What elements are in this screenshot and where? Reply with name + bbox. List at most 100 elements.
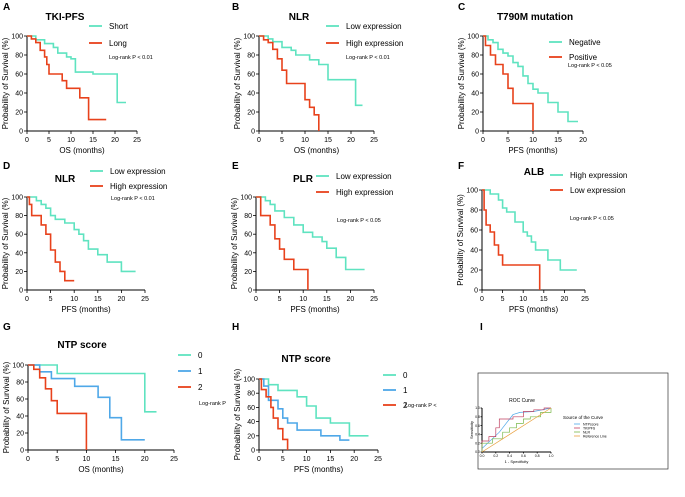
- panel-e-legend-label: Low expression: [336, 172, 392, 181]
- panel-h-y-tick-label: 40: [247, 419, 255, 426]
- panel-i-legend-label: NTPscore: [583, 422, 599, 426]
- panel-g-annotation: Log-rank P: [199, 401, 226, 407]
- panel-d-legend-label: High expression: [110, 182, 167, 191]
- panel-i-title: ROC Curve: [509, 398, 535, 404]
- panel-g-legend-label: 2: [198, 383, 203, 392]
- panel-g-y-label: Probability of Survival (%): [2, 361, 11, 453]
- panel-h-y-tick-label: 60: [247, 405, 255, 412]
- panel-h-series-2-line: [259, 378, 350, 441]
- panel-h-y-tick-label: 80: [247, 391, 255, 398]
- panel-a-x-tick-label: 5: [47, 137, 51, 144]
- panel-i-y-tick-label: 0.2: [475, 441, 480, 445]
- panel-b-x-tick-label: 0: [257, 137, 261, 144]
- panel-e-x-label: PFS (months): [290, 305, 340, 314]
- panel-f-y-tick-label: 100: [466, 188, 478, 195]
- panel-i-y-tick-label: 1.0: [475, 406, 480, 410]
- panel-i-y-tick-label: 0.6: [475, 424, 480, 428]
- panel-a-y-tick-label: 100: [11, 34, 23, 41]
- panel-f-annotation: Log-rank P < 0.05: [570, 216, 614, 222]
- panel-h-y-label: Probability of Survival (%): [233, 368, 242, 460]
- panel-b-y-label: Probability of Survival (%): [233, 37, 242, 129]
- panel-d-x-tick-label: 20: [118, 296, 126, 303]
- panel-f-y-label: Probability of Survival (%): [456, 194, 465, 286]
- panel-a-x-label: OS (months): [59, 146, 105, 155]
- panel-b-x-tick-label: 25: [370, 137, 378, 144]
- panel-f-x-tick-label: 20: [561, 296, 569, 303]
- panel-f-series-1-line: [482, 189, 577, 271]
- panel-g-legend-label: 1: [198, 367, 203, 376]
- panel-g-title: NTP score: [57, 340, 107, 351]
- panel-c-letter: C: [458, 2, 465, 13]
- panel-i-y-label: Sensitivity: [469, 421, 474, 439]
- panel-d-y-tick-label: 80: [15, 213, 23, 220]
- panel-b-title: NLR: [289, 12, 310, 23]
- panel-h-legend-label: 2: [403, 401, 408, 410]
- panel-h-x-label: PFS (months): [294, 465, 344, 474]
- panel-b-letter: B: [232, 2, 239, 13]
- panel-f-title: ALB: [524, 167, 545, 178]
- panel-b-x-tick-label: 20: [347, 137, 355, 144]
- panel-a-annotation: Log-rank P < 0.01: [109, 55, 153, 61]
- panel-b-legend-label: High expression: [346, 39, 403, 48]
- panel-d-annotation: Log-rank P < 0.01: [111, 196, 155, 202]
- panel-g-x-tick-label: 15: [112, 456, 120, 463]
- panel-g-y-tick-label: 80: [16, 380, 24, 387]
- panel-e-title: PLR: [293, 174, 314, 185]
- panel-d-series-1-line: [27, 196, 136, 273]
- panel-h-title: NTP score: [281, 354, 331, 365]
- panel-e-series-2-line: [256, 196, 309, 290]
- panel-a-y-tick-label: 80: [15, 53, 23, 60]
- panel-h-legend-label: 1: [403, 386, 408, 395]
- panel-d-title: NLR: [55, 174, 76, 185]
- panel-i-legend-label: NLR: [583, 430, 590, 434]
- panel-d-y-tick-label: 100: [11, 195, 23, 202]
- panel-f-y-tick-label: 20: [470, 268, 478, 275]
- panel-e-y-tick-label: 60: [244, 232, 252, 239]
- panel-b-legend-label: Low expression: [346, 22, 402, 31]
- panel-f-letter: F: [458, 161, 464, 172]
- panel-h-x-tick-label: 20: [350, 456, 358, 463]
- panel-i-y-tick-label: 0.4: [475, 433, 480, 437]
- panel-a-y-tick-label: 60: [15, 72, 23, 79]
- panel-c-y-tick-label: 80: [471, 53, 479, 60]
- panel-c-title: T790M mutation: [497, 12, 573, 23]
- panel-d-letter: D: [3, 161, 10, 172]
- panel-a-y-tick-label: 20: [15, 110, 23, 117]
- panel-h-x-tick-label: 25: [374, 456, 382, 463]
- panel-i-series-3-line: [481, 408, 552, 452]
- panel-e-x-tick-label: 5: [278, 296, 282, 303]
- panel-e-annotation: Log-rank P < 0.05: [337, 218, 381, 224]
- panel-e-x-tick-label: 25: [370, 296, 378, 303]
- panel-f-x-tick-label: 25: [581, 296, 589, 303]
- panel-d-x-label: PFS (months): [61, 305, 111, 314]
- panel-b-y-tick-label: 100: [243, 34, 255, 41]
- panel-i-legend-label: Reference Line: [583, 434, 607, 438]
- panel-f-legend-label: High expression: [570, 171, 627, 180]
- panel-c-y-tick-label: 20: [471, 110, 479, 117]
- panel-i-x-tick-label: 0.4: [507, 454, 512, 458]
- panel-c-annotation: Log-rank P < 0.05: [568, 63, 612, 69]
- panel-g-x-tick-label: 25: [170, 456, 178, 463]
- panel-b-y-tick-label: 0: [251, 129, 255, 136]
- panel-a-legend-label: Short: [109, 22, 129, 31]
- panel-a-x-tick-label: 10: [67, 137, 75, 144]
- panel-c-x-tick-label: 5: [506, 137, 510, 144]
- panel-h-legend-label: 0: [403, 371, 408, 380]
- panel-g-x-tick-label: 5: [55, 456, 59, 463]
- panel-e-x-tick-label: 0: [254, 296, 258, 303]
- panel-c-y-tick-label: 60: [471, 72, 479, 79]
- panel-a-x-tick-label: 15: [89, 137, 97, 144]
- panel-b-annotation: Log-rank P < 0.01: [346, 55, 390, 61]
- panel-d-x-tick-label: 5: [49, 296, 53, 303]
- panel-a-legend-label: Long: [109, 39, 127, 48]
- panel-h-x-tick-label: 5: [281, 456, 285, 463]
- panel-c-legend-label: Negative: [569, 38, 601, 47]
- panel-i-y-tick-label: 0.0: [475, 450, 480, 454]
- panel-a-y-label: Probability of Survival (%): [1, 37, 10, 129]
- panel-g-y-tick-label: 100: [12, 363, 24, 370]
- panel-c-x-tick-label: 20: [579, 137, 587, 144]
- panel-g-series-3-line: [28, 364, 88, 450]
- panel-h-annotation: Log-rank P <: [405, 403, 437, 409]
- panel-i-x-tick-label: 1.0: [549, 454, 554, 458]
- panel-a-series-1-line: [27, 35, 126, 104]
